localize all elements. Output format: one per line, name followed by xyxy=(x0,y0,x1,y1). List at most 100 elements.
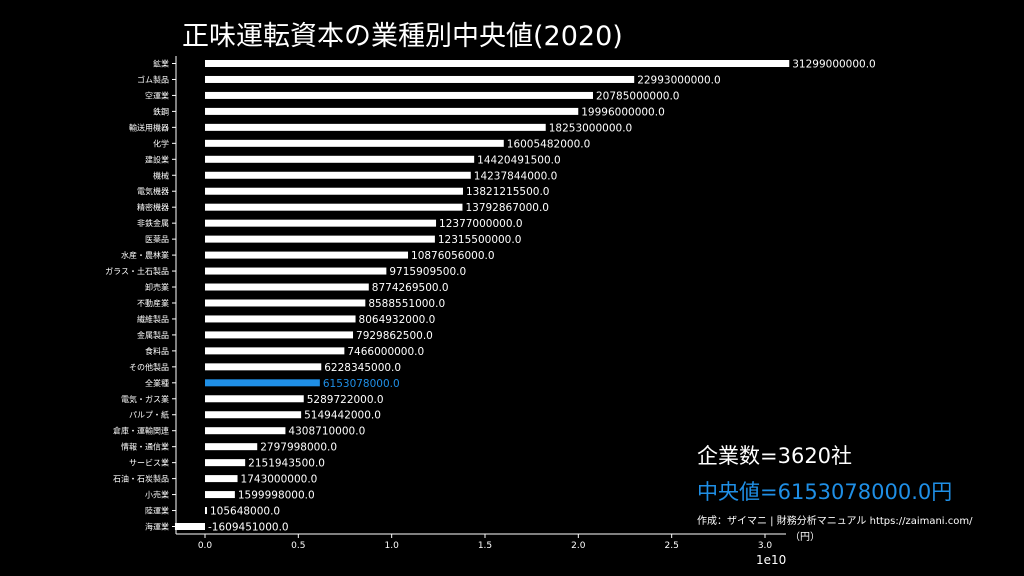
x-tick-label: 1.5 xyxy=(478,541,492,551)
category-label: 医薬品 xyxy=(145,234,169,244)
category-label: 空運業 xyxy=(145,90,169,100)
category-label: 食料品 xyxy=(145,346,169,356)
category-label: 全業種 xyxy=(145,378,169,388)
value-label: 31299000000.0 xyxy=(792,59,876,71)
category-label: 電気・ガス業 xyxy=(121,394,169,404)
value-label: 14420491500.0 xyxy=(477,154,561,166)
category-label: 石油・石炭製品 xyxy=(113,474,169,484)
value-label: 8588551000.0 xyxy=(368,298,445,310)
bar xyxy=(205,283,369,291)
value-label: 12315500000.0 xyxy=(438,234,522,246)
value-label: 22993000000.0 xyxy=(637,74,721,86)
category-label: その他製品 xyxy=(129,362,169,372)
bar xyxy=(205,203,463,211)
category-label: 機械 xyxy=(153,170,169,180)
category-label: 倉庫・運輸関連 xyxy=(113,426,169,436)
x-tick-label: 2.5 xyxy=(665,541,679,551)
category-label: 輸送用機器 xyxy=(129,122,169,132)
category-label: 不動産業 xyxy=(137,298,169,308)
bar xyxy=(205,411,302,419)
category-label: 繊維製品 xyxy=(137,314,169,324)
bar xyxy=(205,475,238,483)
value-label: 4308710000.0 xyxy=(288,426,365,438)
bar xyxy=(205,251,409,259)
value-label: 9715909500.0 xyxy=(389,266,466,278)
value-label: 2151943500.0 xyxy=(248,458,325,470)
chart-axes: 0.0 0.5 1.0 1.5 2.0 2.5 3.0 鉱業ゴム製品空運業鉄鋼輸送用機器化学建… xyxy=(105,56,786,551)
chart-title: 正味運転資本の業種別中央値(2020) xyxy=(182,21,623,52)
bar xyxy=(174,523,205,530)
x-tick-label: 1.0 xyxy=(385,541,400,551)
category-label: ガラス・土石製品 xyxy=(105,266,169,276)
bar xyxy=(205,299,366,307)
company-count: 企業数=3620社 xyxy=(697,444,853,468)
value-label: 7466000000.0 xyxy=(347,346,424,358)
x-tick-label: 3.0 xyxy=(758,541,773,551)
bar xyxy=(205,219,437,227)
value-label: 16005482000.0 xyxy=(507,138,591,150)
value-label: 6153078000.0 xyxy=(323,378,400,390)
bar xyxy=(205,363,322,371)
value-label: 5149442000.0 xyxy=(304,410,381,422)
axis-exponent: 1e10 xyxy=(756,553,787,567)
bar xyxy=(205,315,356,323)
category-label: 化学 xyxy=(153,138,169,148)
value-label: 19996000000.0 xyxy=(581,106,665,118)
source-credit: 作成：ザイマニ | 財務分析マニュアル https://zaimani.com/ xyxy=(697,516,973,527)
value-label: -1609451000.0 xyxy=(208,522,289,534)
bar xyxy=(205,187,463,195)
value-label: 2797998000.0 xyxy=(260,442,337,454)
category-label: 小売業 xyxy=(145,490,169,500)
bar xyxy=(205,379,320,387)
bar xyxy=(205,107,579,115)
category-label: サービス業 xyxy=(129,458,169,468)
bar xyxy=(205,491,235,499)
bar xyxy=(205,427,286,435)
unit-label: （円） xyxy=(790,532,820,543)
value-label: 8774269500.0 xyxy=(372,282,449,294)
category-label: 鉱業 xyxy=(153,59,169,69)
bar xyxy=(205,331,354,339)
value-label: 6228345000.0 xyxy=(324,362,401,374)
value-label: 7929862500.0 xyxy=(356,330,433,342)
chart-bars: 31299000000.0 22993000000.0 20785000000.0 1… xyxy=(174,59,876,534)
x-tick-label: 0.5 xyxy=(291,541,305,551)
bar xyxy=(205,123,546,131)
x-tick-label: 2.0 xyxy=(571,541,586,551)
value-label: 20785000000.0 xyxy=(596,90,680,102)
value-label: 8064932000.0 xyxy=(359,314,436,326)
category-label: 水産・農林業 xyxy=(121,250,169,260)
value-label: 14237844000.0 xyxy=(474,170,558,182)
value-label: 5289722000.0 xyxy=(307,394,384,406)
value-label: 1599998000.0 xyxy=(238,490,315,502)
bar xyxy=(205,155,475,163)
bar xyxy=(205,443,258,451)
bar xyxy=(205,139,504,147)
bar xyxy=(205,235,435,243)
category-label: 情報・通信業 xyxy=(121,442,169,452)
bar xyxy=(205,75,635,83)
category-label: 電気機器 xyxy=(137,186,169,196)
value-label: 105648000.0 xyxy=(210,506,280,518)
category-label: 非鉄金属 xyxy=(137,218,169,228)
category-label: パルプ・紙 xyxy=(129,410,169,420)
value-label: 13821215500.0 xyxy=(466,186,550,198)
bar xyxy=(205,395,304,403)
bar xyxy=(205,60,790,67)
bar xyxy=(205,459,246,467)
value-label: 13792867000.0 xyxy=(465,202,549,214)
category-label: 海運業 xyxy=(145,522,169,532)
category-label: 卸売業 xyxy=(145,282,169,292)
value-label: 1743000000.0 xyxy=(241,474,318,486)
bar xyxy=(205,267,387,275)
x-tick-label: 0.0 xyxy=(198,541,213,551)
value-label: 10876056000.0 xyxy=(411,250,495,262)
value-label: 12377000000.0 xyxy=(439,218,523,230)
category-label: 金属製品 xyxy=(137,330,169,340)
bar xyxy=(205,507,207,515)
category-label: 建設業 xyxy=(145,154,169,164)
category-label: 鉄鋼 xyxy=(153,106,169,116)
value-label: 18253000000.0 xyxy=(549,122,633,134)
median-value: 中央値=6153078000.0円 xyxy=(697,480,953,504)
